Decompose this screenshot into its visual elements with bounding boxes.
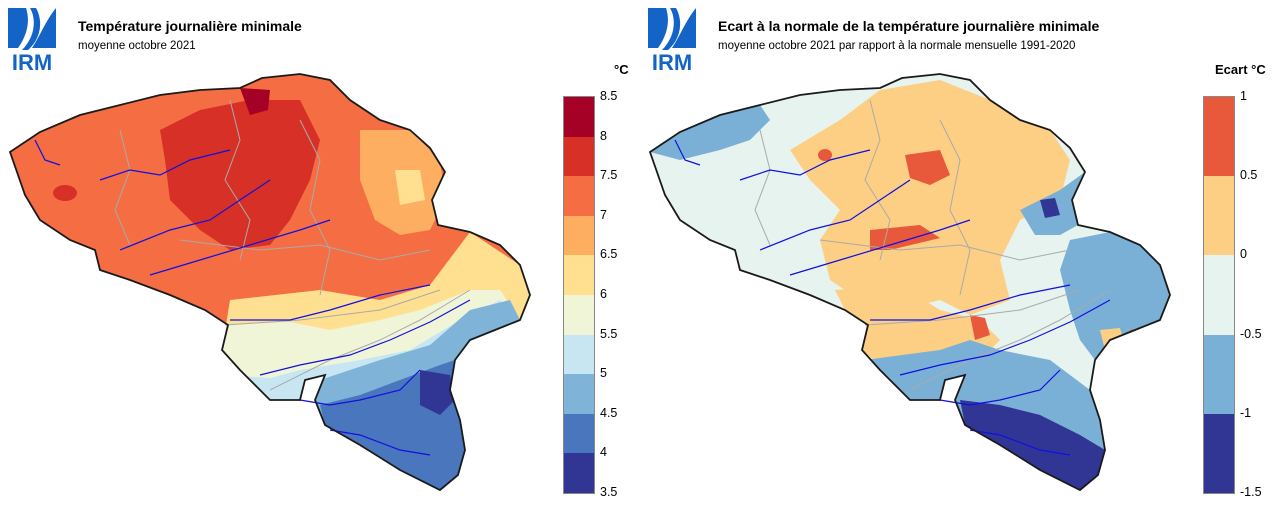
irm-logo-text: IRM: [11, 50, 53, 75]
legend-tick-label: 5: [600, 366, 607, 381]
legend-tick-label: -1.5: [1240, 485, 1262, 499]
legend-tick-label: 1: [1240, 89, 1247, 103]
legend-tick-label: 7.5: [600, 168, 618, 183]
legend-tick-label: -0.5: [1240, 326, 1262, 341]
legend-swatch: [564, 295, 594, 336]
legend-tick-label: 0: [1240, 247, 1247, 262]
legend-swatch: [1204, 413, 1234, 494]
legend-swatch: [564, 176, 594, 217]
legend-unit: °C: [614, 62, 629, 77]
legend-swatch: [564, 215, 594, 256]
legend-swatch: [564, 374, 594, 415]
legend-tick-label: 5.5: [600, 326, 618, 341]
min-temperature-panel: IRM Température journalière minimale moy…: [6, 6, 629, 499]
map-title: Température journalière minimale: [78, 18, 302, 34]
legend-swatch: [1204, 176, 1234, 256]
belgium-temperature-map: [8, 73, 531, 492]
legend-swatch: [1204, 97, 1234, 177]
legend-swatch: [564, 255, 594, 296]
map-subtitle: moyenne octobre 2021: [78, 40, 196, 52]
legend-tick-label: 3.5: [600, 485, 618, 499]
legend-tick-label: 6.5: [600, 247, 618, 262]
legend-tick-label: 0.5: [1240, 168, 1258, 183]
legend-swatch: [564, 334, 594, 375]
legend-swatch: [564, 136, 594, 177]
belgium-anomaly-map: [648, 73, 1171, 492]
legend-swatch: [564, 97, 594, 138]
irm-logo: IRM: [646, 6, 698, 75]
irm-logo: IRM: [6, 6, 58, 75]
legend-swatch: [564, 413, 594, 454]
legend-tick-label: 6: [600, 287, 607, 301]
map-subtitle: moyenne octobre 2021 par rapport à la no…: [718, 40, 1076, 52]
anomaly-panel: IRM Ecart à la normale de la température…: [640, 0, 1280, 507]
color-legend: [1203, 96, 1235, 494]
color-legend: [563, 96, 595, 494]
legend-swatch: [564, 453, 594, 494]
legend-unit: Ecart °C: [1215, 62, 1266, 77]
legend-tick-label: -1: [1240, 405, 1252, 420]
legend-tick-label: 4: [600, 445, 607, 460]
legend-tick-label: 8: [600, 128, 607, 143]
legend-tick-label: 4.5: [600, 405, 618, 420]
legend-tick-label: 7: [600, 207, 607, 222]
legend-tick-label: 8.5: [600, 89, 618, 103]
map-title: Ecart à la normale de la température jou…: [718, 18, 1100, 34]
irm-logo-text: IRM: [651, 50, 693, 75]
legend-swatch: [1204, 255, 1234, 336]
legend-swatch: [1204, 334, 1234, 415]
